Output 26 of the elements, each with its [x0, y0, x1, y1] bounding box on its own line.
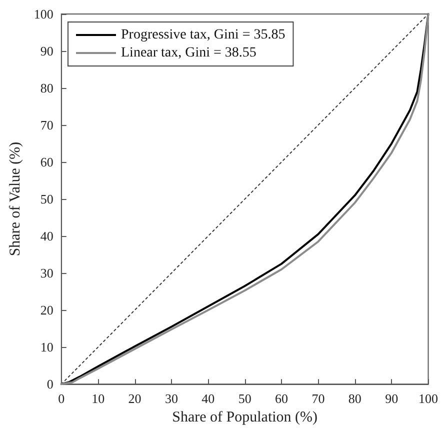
x-tick-label: 100: [418, 391, 438, 406]
y-tick-label: 60: [40, 154, 54, 170]
x-tick-label: 10: [92, 391, 105, 406]
y-tick-label: 40: [40, 228, 54, 244]
y-tick-label: 20: [40, 302, 54, 318]
y-tick-label: 70: [40, 118, 54, 133]
y-axis-title: Share of Value (%): [8, 142, 24, 256]
legend-label: Progressive tax, Gini = 35.85: [121, 28, 286, 42]
y-tick-label: 100: [34, 6, 54, 22]
y-tick-label: 50: [40, 192, 54, 207]
y-tick-label: 10: [40, 340, 54, 355]
x-tick-label: 70: [312, 391, 325, 406]
y-tick-label: 90: [40, 44, 54, 59]
y-tick-label: 80: [40, 80, 54, 96]
x-tick-label: 80: [348, 391, 362, 406]
x-tick-label: 40: [202, 391, 215, 406]
x-tick-label: 30: [164, 391, 178, 406]
x-tick-label: 50: [238, 391, 252, 406]
x-tick-label: 60: [275, 391, 288, 406]
x-axis-title: Share of Population (%): [172, 410, 318, 426]
x-tick-label: 0: [58, 391, 65, 406]
y-tick-label: 0: [46, 376, 54, 392]
legend-label: Linear tax, Gini = 38.55: [121, 46, 256, 60]
x-tick-label: 90: [385, 391, 398, 406]
x-tick-label: 20: [128, 391, 142, 406]
y-tick-label: 30: [40, 266, 54, 281]
